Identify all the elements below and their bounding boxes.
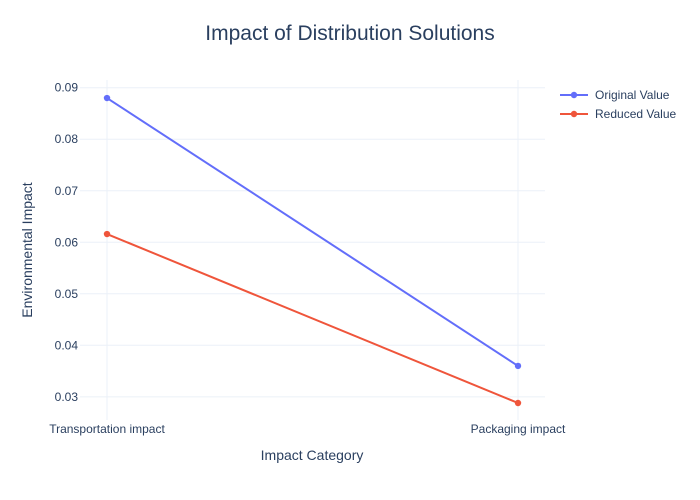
- y-tick-label: 0.05: [55, 287, 79, 301]
- y-tick-label: 0.09: [55, 81, 79, 95]
- y-axis-ticks: 0.03 0.04 0.05 0.06 0.07 0.08 0.09: [55, 81, 79, 404]
- legend-marker-swatch: [570, 110, 578, 118]
- grid-layer: [80, 80, 545, 420]
- legend-item[interactable]: Original Value: [560, 88, 670, 102]
- data-point[interactable]: [514, 362, 522, 370]
- y-tick-label: 0.06: [55, 235, 79, 249]
- y-tick-label: 0.03: [55, 390, 79, 404]
- data-point[interactable]: [514, 399, 522, 407]
- series-original-value[interactable]: [103, 94, 522, 370]
- y-tick-label: 0.08: [55, 132, 79, 146]
- y-tick-label: 0.04: [55, 338, 79, 352]
- data-point[interactable]: [103, 94, 111, 102]
- x-tick-label: Transportation impact: [49, 422, 165, 436]
- series-layer: [103, 94, 522, 407]
- x-axis-title: Impact Category: [261, 447, 364, 463]
- legend[interactable]: Original Value Reduced Value: [560, 88, 676, 121]
- series-line[interactable]: [106, 97, 519, 367]
- legend-label: Original Value: [595, 88, 670, 102]
- series-line[interactable]: [106, 233, 519, 404]
- series-reduced-value[interactable]: [103, 230, 522, 407]
- legend-marker-swatch: [570, 91, 578, 99]
- chart-title: Impact of Distribution Solutions: [205, 22, 494, 45]
- x-axis-ticks: Transportation impact Packaging impact: [49, 422, 566, 436]
- y-tick-label: 0.07: [55, 184, 79, 198]
- data-point[interactable]: [103, 230, 111, 238]
- x-tick-label: Packaging impact: [471, 422, 566, 436]
- y-axis-title: Environmental Impact: [19, 182, 35, 318]
- legend-item[interactable]: Reduced Value: [560, 107, 676, 121]
- legend-label: Reduced Value: [595, 107, 676, 121]
